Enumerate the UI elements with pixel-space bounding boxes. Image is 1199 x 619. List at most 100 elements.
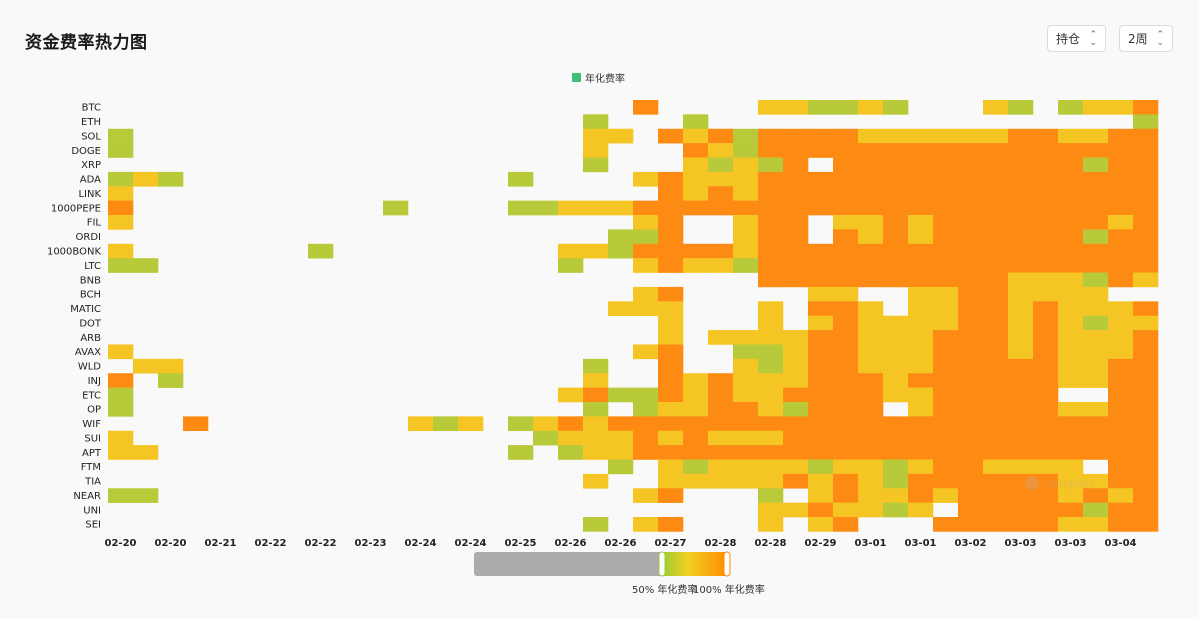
heatmap-cell[interactable]: [808, 502, 834, 518]
heatmap-cell[interactable]: [1133, 401, 1159, 417]
heatmap-cell[interactable]: [683, 445, 709, 460]
heatmap-cell[interactable]: [733, 215, 759, 230]
heatmap-cell[interactable]: [1133, 157, 1159, 173]
heatmap-cell[interactable]: [833, 157, 859, 173]
heatmap-cell[interactable]: [108, 344, 134, 360]
heatmap-cell[interactable]: [1083, 445, 1109, 460]
heatmap-cell[interactable]: [1083, 358, 1109, 374]
heatmap-cell[interactable]: [658, 286, 684, 302]
heatmap-cell[interactable]: [1033, 387, 1059, 403]
heatmap-cell[interactable]: [583, 430, 609, 446]
heatmap-cell[interactable]: [883, 358, 909, 374]
heatmap-cell[interactable]: [808, 272, 834, 288]
heatmap-cell[interactable]: [658, 171, 684, 187]
heatmap-cell[interactable]: [708, 258, 734, 273]
heatmap-cell[interactable]: [983, 229, 1009, 245]
heatmap-cell[interactable]: [833, 301, 859, 316]
heatmap-cell[interactable]: [1083, 200, 1109, 216]
heatmap-cell[interactable]: [958, 502, 984, 518]
heatmap-cell[interactable]: [1008, 330, 1034, 345]
heatmap-cell[interactable]: [808, 171, 834, 187]
heatmap-cell[interactable]: [808, 344, 834, 360]
heatmap-cell[interactable]: [1058, 171, 1084, 187]
heatmap-cell[interactable]: [858, 128, 884, 144]
heatmap-cell[interactable]: [933, 517, 959, 532]
heatmap-cell[interactable]: [758, 243, 784, 259]
heatmap-cell[interactable]: [1008, 286, 1034, 302]
heatmap-cell[interactable]: [908, 488, 934, 503]
heatmap-cell[interactable]: [933, 330, 959, 345]
heatmap-cell[interactable]: [1108, 315, 1134, 331]
heatmap-cell[interactable]: [1108, 229, 1134, 245]
heatmap-cell[interactable]: [958, 286, 984, 302]
heatmap-cell[interactable]: [1083, 143, 1109, 158]
heatmap-cell[interactable]: [958, 344, 984, 360]
heatmap-cell[interactable]: [683, 416, 709, 432]
heatmap-cell[interactable]: [1133, 473, 1159, 489]
heatmap-cell[interactable]: [1008, 387, 1034, 403]
heatmap-cell[interactable]: [983, 186, 1009, 201]
heatmap-cell[interactable]: [1108, 387, 1134, 403]
heatmap-cell[interactable]: [1133, 430, 1159, 446]
heatmap-cell[interactable]: [1033, 143, 1059, 158]
heatmap-cell[interactable]: [758, 459, 784, 475]
heatmap-cell[interactable]: [1058, 373, 1084, 388]
heatmap-cell[interactable]: [733, 186, 759, 201]
heatmap-cell[interactable]: [1083, 473, 1109, 489]
heatmap-cell[interactable]: [1033, 229, 1059, 245]
heatmap-cell[interactable]: [908, 373, 934, 388]
heatmap-cell[interactable]: [633, 200, 659, 216]
heatmap-cell[interactable]: [908, 502, 934, 518]
heatmap-cell[interactable]: [783, 128, 809, 144]
heatmap-cell[interactable]: [958, 301, 984, 316]
heatmap-cell[interactable]: [658, 517, 684, 532]
heatmap-cell[interactable]: [1008, 171, 1034, 187]
heatmap-cell[interactable]: [658, 459, 684, 475]
heatmap-cell[interactable]: [858, 186, 884, 201]
heatmap-cell[interactable]: [983, 344, 1009, 360]
heatmap-cell[interactable]: [1008, 315, 1034, 331]
heatmap-cell[interactable]: [1083, 517, 1109, 532]
heatmap-cell[interactable]: [883, 128, 909, 144]
heatmap-cell[interactable]: [708, 128, 734, 144]
heatmap-cell[interactable]: [958, 243, 984, 259]
heatmap-cell[interactable]: [683, 171, 709, 187]
heatmap-cell[interactable]: [808, 301, 834, 316]
heatmap-cell[interactable]: [658, 416, 684, 432]
heatmap-cell[interactable]: [1083, 330, 1109, 345]
heatmap-cell[interactable]: [708, 330, 734, 345]
heatmap-cell[interactable]: [933, 430, 959, 446]
heatmap-cell[interactable]: [858, 459, 884, 475]
heatmap-cell[interactable]: [1058, 286, 1084, 302]
heatmap-cell[interactable]: [933, 286, 959, 302]
heatmap-cell[interactable]: [1083, 373, 1109, 388]
heatmap-cell[interactable]: [1008, 272, 1034, 288]
heatmap-cell[interactable]: [1133, 171, 1159, 187]
heatmap-cell[interactable]: [783, 200, 809, 216]
heatmap-cell[interactable]: [983, 243, 1009, 259]
heatmap-cell[interactable]: [833, 401, 859, 417]
heatmap-cell[interactable]: [1008, 430, 1034, 446]
heatmap-cell[interactable]: [733, 430, 759, 446]
heatmap-cell[interactable]: [783, 445, 809, 460]
heatmap-cell[interactable]: [958, 517, 984, 532]
heatmap-cell[interactable]: [608, 416, 634, 432]
heatmap-cell[interactable]: [783, 502, 809, 518]
heatmap-cell[interactable]: [708, 143, 734, 158]
heatmap-cell[interactable]: [583, 157, 609, 173]
heatmap-cell[interactable]: [858, 488, 884, 503]
heatmap-cell[interactable]: [908, 387, 934, 403]
heatmap-cell[interactable]: [808, 430, 834, 446]
heatmap-cell[interactable]: [1133, 143, 1159, 158]
heatmap-cell[interactable]: [558, 445, 584, 460]
heatmap-cell[interactable]: [733, 171, 759, 187]
heatmap-cell[interactable]: [1108, 243, 1134, 259]
heatmap-cell[interactable]: [108, 387, 134, 403]
heatmap-cell[interactable]: [858, 143, 884, 158]
heatmap-cell[interactable]: [1058, 330, 1084, 345]
heatmap-cell[interactable]: [758, 430, 784, 446]
heatmap-cell[interactable]: [758, 229, 784, 245]
heatmap-cell[interactable]: [933, 473, 959, 489]
heatmap-cell[interactable]: [933, 387, 959, 403]
heatmap-cell[interactable]: [758, 401, 784, 417]
